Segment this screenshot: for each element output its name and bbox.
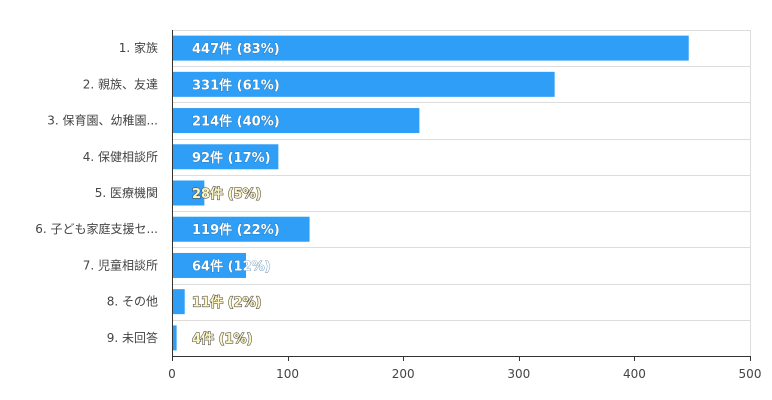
x-tick-label: 0 bbox=[168, 367, 176, 381]
bar bbox=[173, 289, 185, 315]
category-label: 9. 未回答 bbox=[107, 330, 158, 345]
data-label: 447件 (83%) bbox=[192, 41, 280, 57]
data-label: 4件 (1%) bbox=[192, 331, 253, 347]
data-label: 92件 (17%) bbox=[192, 150, 271, 166]
category-label: 4. 保健相談所 bbox=[83, 149, 158, 164]
data-label: 64件 (12%) bbox=[192, 258, 271, 274]
bar bbox=[173, 216, 310, 242]
bar bbox=[173, 325, 177, 351]
bar bbox=[173, 35, 689, 61]
bar bbox=[173, 108, 420, 134]
bar bbox=[173, 71, 555, 97]
category-label: 8. その他 bbox=[107, 295, 158, 309]
bar bbox=[173, 180, 205, 206]
category-label: 1. 家族 bbox=[119, 40, 158, 55]
x-tick-label: 500 bbox=[739, 367, 762, 381]
x-tick-label: 400 bbox=[623, 367, 646, 381]
data-label: 11件 (2%) bbox=[192, 295, 262, 311]
category-label: 3. 保育園、幼稚園... bbox=[47, 113, 158, 128]
data-label: 119件 (22%) bbox=[192, 222, 280, 238]
x-tick-label: 300 bbox=[507, 367, 530, 381]
bar bbox=[173, 144, 279, 170]
category-label: 5. 医療機関 bbox=[95, 185, 158, 200]
category-label: 6. 子ども家庭支援セ... bbox=[35, 221, 158, 236]
category-label: 2. 親族、友達 bbox=[83, 77, 158, 91]
x-tick-label: 200 bbox=[392, 367, 415, 381]
data-label: 28件 (5%) bbox=[192, 186, 262, 202]
x-tick-label: 100 bbox=[276, 367, 299, 381]
bar bbox=[173, 252, 246, 278]
data-label: 331件 (61%) bbox=[192, 77, 280, 93]
category-label: 7. 児童相談所 bbox=[83, 257, 158, 272]
data-label: 214件 (40%) bbox=[192, 114, 280, 130]
